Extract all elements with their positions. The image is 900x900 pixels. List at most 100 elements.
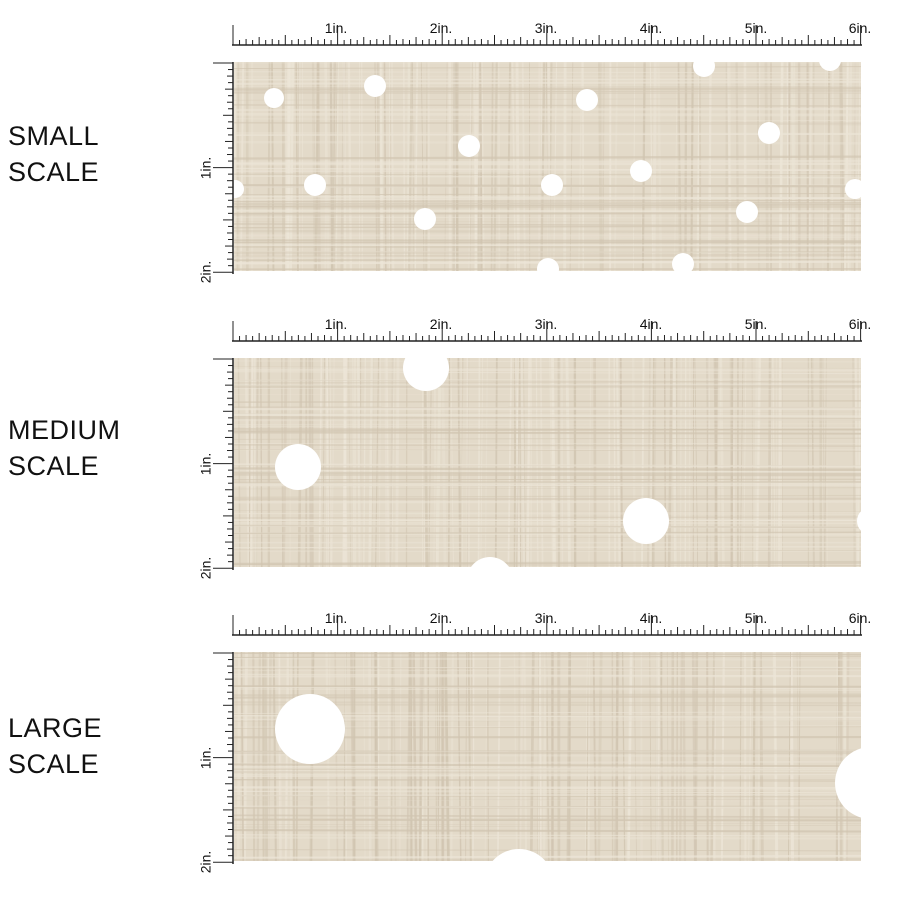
weave-thread: [234, 388, 861, 390]
ruler-label-2in: 2in.: [429, 610, 453, 626]
ruler-label-3in: 3in.: [534, 610, 558, 626]
scale-label-line2: SCALE: [8, 451, 100, 481]
scale-label-line1: SMALL: [8, 121, 100, 151]
weave-thread: [407, 62, 414, 271]
weave-thread: [423, 358, 429, 567]
weave-thread: [420, 62, 425, 271]
weave-thread: [843, 62, 849, 271]
weave-thread: [234, 497, 861, 501]
horizontal-ruler: 1in. 2in. 3in. 4in. 5in. 6in.: [232, 610, 871, 636]
fabric-swatch-small: [234, 62, 861, 271]
scale-label-line2: SCALE: [8, 157, 100, 187]
weave-thread: [329, 358, 332, 567]
weave-thread: [234, 657, 861, 661]
polka-dot: [304, 174, 326, 196]
weave-thread: [234, 655, 861, 659]
weave-thread: [764, 62, 769, 271]
weave-thread: [234, 366, 861, 369]
weave-thread: [853, 62, 858, 271]
weave-thread: [234, 133, 861, 136]
weave-thread: [234, 768, 861, 772]
weave-thread: [234, 367, 861, 370]
weave-thread: [234, 854, 861, 860]
large-scale-row: LARGE SCALE 1in. 2in. 3in. 4in. 5in. 6in…: [0, 604, 900, 873]
vertical-ruler: 1in. 2in.: [197, 62, 234, 283]
scale-label-line1: MEDIUM: [8, 415, 121, 445]
weave-thread: [375, 358, 380, 567]
weave-thread: [474, 62, 479, 271]
weave-thread: [322, 358, 326, 567]
ruler-label-6in: 6in.: [848, 316, 872, 332]
weave-thread: [677, 62, 682, 271]
weave-thread: [234, 245, 861, 249]
weave-thread: [342, 358, 348, 567]
weave-thread: [378, 62, 383, 271]
polka-dot: [576, 89, 598, 111]
weave-thread: [234, 471, 861, 476]
weave-thread: [613, 62, 618, 271]
weave-thread: [546, 62, 551, 271]
weave-thread: [234, 85, 861, 89]
weave-thread: [234, 417, 861, 421]
weave-thread: [328, 358, 330, 567]
vertical-ruler-ticks: [213, 652, 234, 864]
weave-thread: [234, 425, 861, 429]
scale-label: SMALL SCALE: [8, 118, 99, 190]
weave-thread: [234, 693, 861, 697]
weave-thread: [348, 358, 352, 567]
weave-thread: [289, 62, 295, 271]
weave-thread: [455, 62, 459, 271]
fabric-swatch-large: [234, 652, 861, 861]
weave-thread: [468, 62, 472, 271]
weave-thread: [368, 358, 374, 567]
polka-dot: [264, 88, 284, 108]
polka-dot: [630, 160, 652, 182]
fabric-swatch-medium: [234, 358, 861, 567]
weave-thread: [521, 62, 526, 271]
polka-dot: [623, 498, 669, 544]
weave-thread: [324, 62, 327, 271]
weave-thread: [598, 62, 603, 271]
weave-thread: [234, 250, 861, 254]
weave-thread: [234, 787, 861, 790]
weave-thread: [234, 695, 861, 699]
weave-thread: [234, 531, 861, 535]
weave-thread: [839, 62, 845, 271]
weave-thread: [234, 749, 861, 753]
weave-thread: [478, 62, 482, 271]
weave-thread: [363, 358, 366, 567]
horizontal-ruler: 1in. 2in. 3in. 4in. 5in. 6in.: [232, 316, 871, 342]
weave-thread: [234, 118, 861, 122]
weave-thread: [234, 500, 861, 504]
weave-thread: [234, 749, 861, 752]
weave-thread: [234, 411, 861, 414]
horizontal-ruler-ticks: [232, 615, 862, 636]
weave-thread: [234, 216, 861, 219]
weave-thread: [234, 378, 861, 382]
weave-thread: [234, 428, 861, 431]
polka-dot: [458, 135, 480, 157]
weave-thread: [234, 818, 861, 822]
fabric-pattern: [234, 652, 861, 861]
polka-dot: [403, 358, 449, 391]
vertical-ruler-ticks: [213, 358, 234, 570]
weave-thread: [234, 243, 861, 247]
weave-thread: [234, 256, 861, 260]
weave-thread: [234, 549, 861, 551]
weave-thread: [234, 225, 861, 229]
weave-thread: [450, 358, 454, 567]
weave-thread: [234, 75, 861, 78]
weave-thread: [234, 824, 861, 828]
polka-dot: [819, 62, 841, 71]
weave-thread: [414, 62, 418, 271]
weave-thread: [411, 62, 415, 271]
medium-scale-row: MEDIUM SCALE 1in. 2in. 3in. 4in. 5in. 6i…: [0, 310, 900, 579]
weave-thread: [234, 701, 861, 704]
weave-thread: [234, 431, 861, 435]
weave-thread: [329, 62, 334, 271]
weave-thread: [677, 62, 682, 271]
weave-thread: [234, 763, 861, 768]
weave-thread: [260, 358, 263, 567]
weave-thread: [234, 437, 861, 440]
weave-thread: [684, 62, 688, 271]
